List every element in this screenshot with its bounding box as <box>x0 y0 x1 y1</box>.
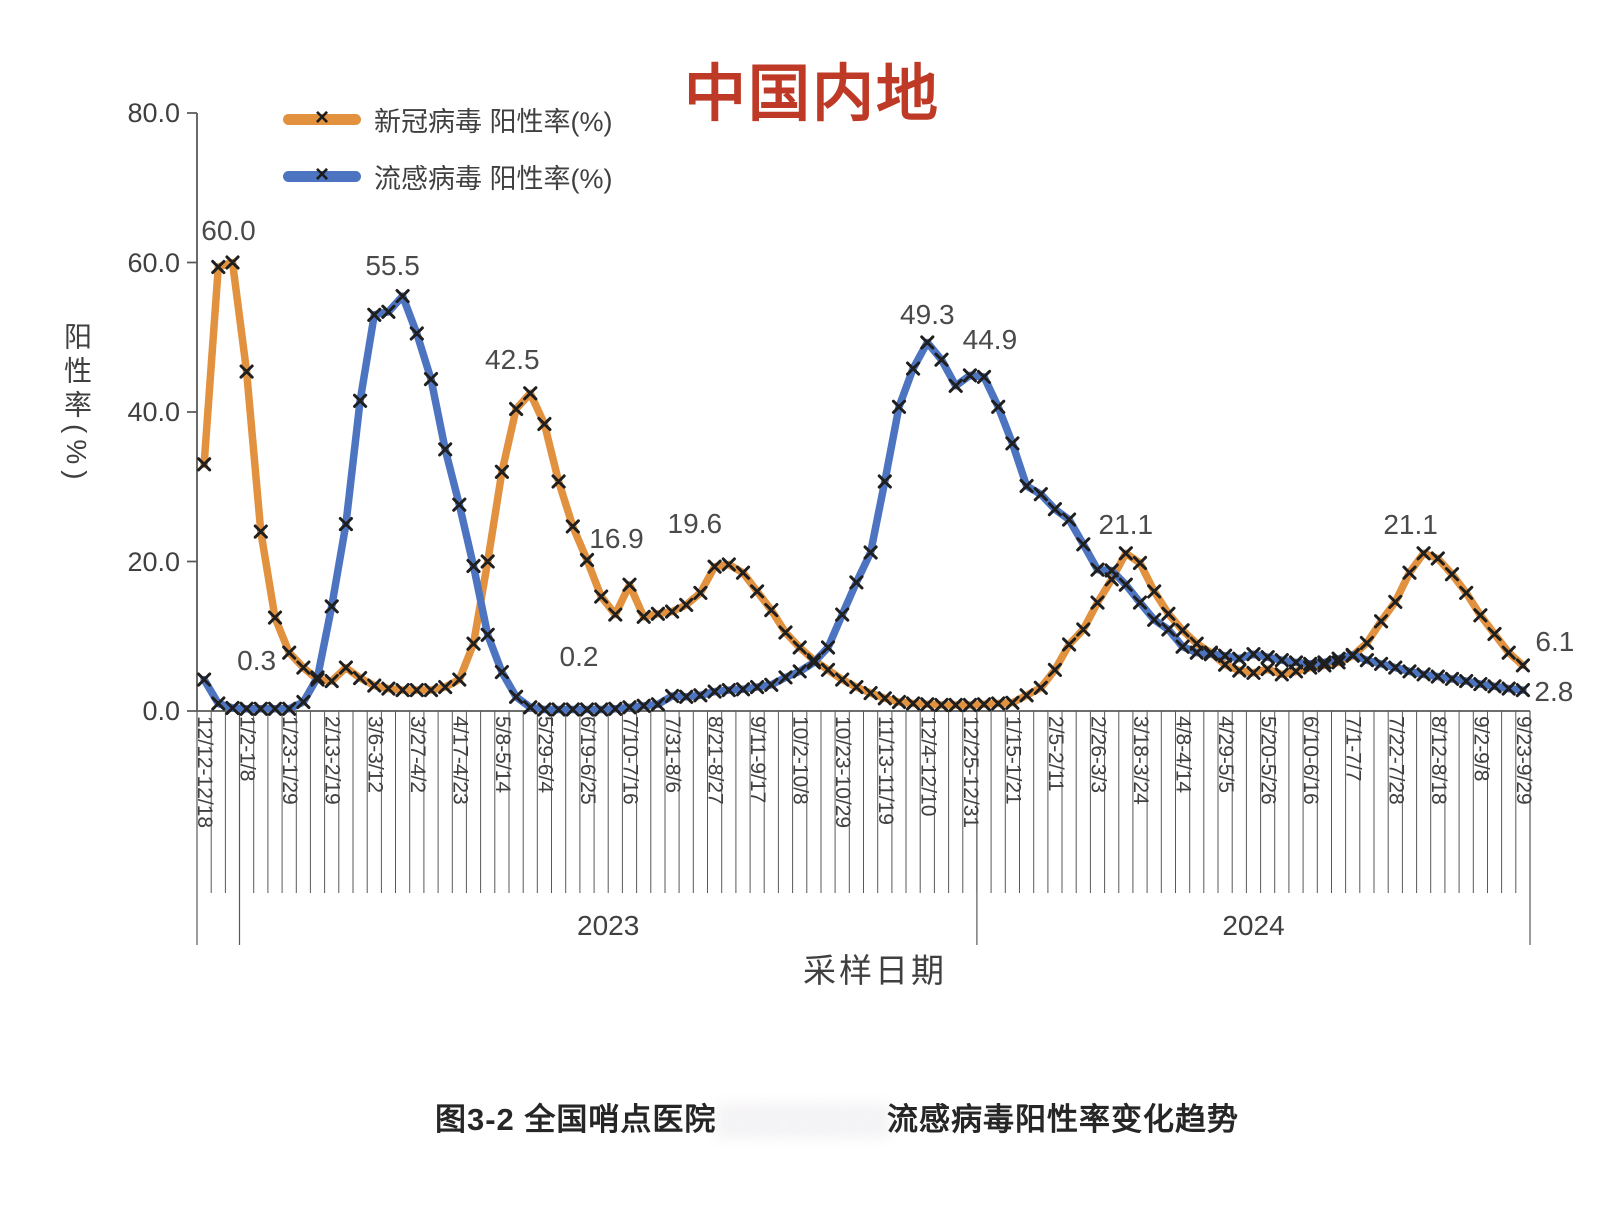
year-band-separators <box>196 711 1531 945</box>
series-line-flu <box>200 292 1527 714</box>
legend-label-flu: 流感病毒 阳性率(%) <box>374 163 613 194</box>
y-axis-ticks <box>187 112 197 712</box>
figure-caption: 图3-2 全国哨点医院▒▒▒▒▒▒▒▒▒流感病毒阳性率变化趋势 <box>50 1094 1624 1139</box>
x-marker-icon: × <box>314 161 330 189</box>
x-marker-icon: × <box>314 104 330 132</box>
x-tick-comb <box>196 711 1531 893</box>
series-markers-covid <box>197 255 1530 713</box>
legend-item-covid: × 新冠病毒 阳性率(%) <box>283 100 613 138</box>
flu-line-swatch: × <box>283 163 361 187</box>
covid-line-swatch: × <box>283 106 361 130</box>
series-markers-flu <box>197 289 1530 717</box>
caption-suffix: 流感病毒阳性率变化趋势 <box>887 1102 1240 1137</box>
legend-label-covid: 新冠病毒 阳性率(%) <box>374 106 613 137</box>
legend: × 新冠病毒 阳性率(%) × 流感病毒 阳性率(%) <box>283 100 613 214</box>
series-line-covid <box>200 258 1527 709</box>
page-title: 中国内地 <box>683 60 941 129</box>
caption-prefix: 图3-2 全国哨点医院 <box>434 1102 717 1137</box>
legend-item-flu: × 流感病毒 阳性率(%) <box>283 157 613 195</box>
caption-redacted-blur: ▒▒▒▒▒▒▒▒▒ <box>716 1102 890 1137</box>
